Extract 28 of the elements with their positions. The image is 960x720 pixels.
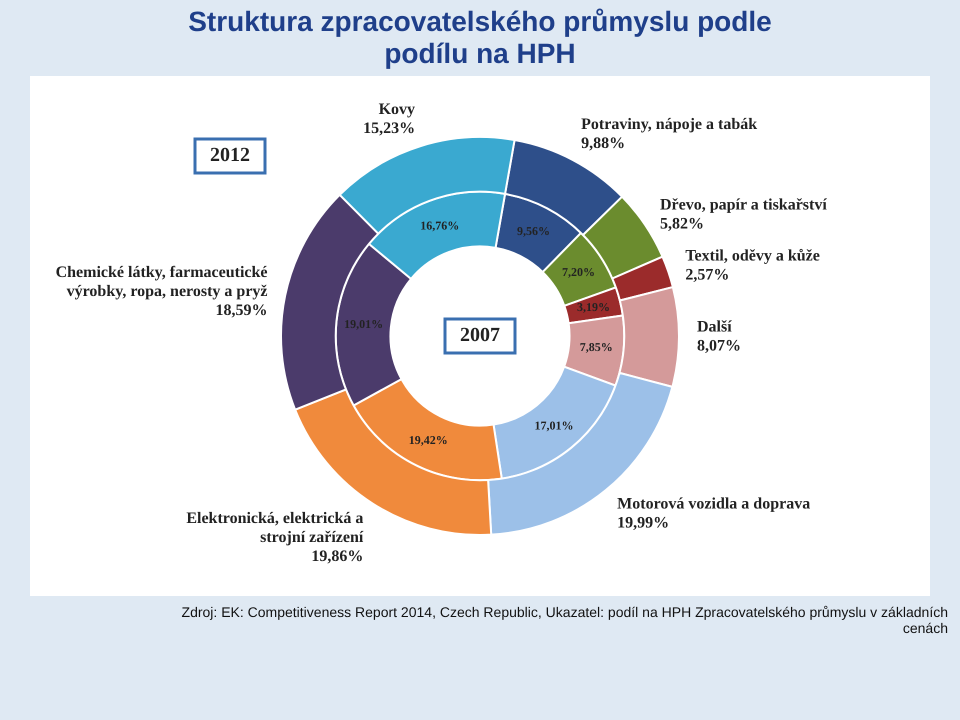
text: Zdroj: EK: Competitiveness Report 2014, Czech Republic, Ukazatel: podíl na HPH Zpracovatelského průmyslu v základních cenách (180, 603, 949, 636)
slice-label: Kovy (378, 101, 416, 118)
slice-label: Elektronická, elektrická a strojní zařízení (186, 510, 364, 546)
slice-label: Další (696, 318, 732, 336)
data-label: 19,86% (311, 548, 364, 566)
data-label: 19,01% (344, 317, 384, 331)
data-label: 9,56% (516, 224, 550, 238)
slice-label: Dřevo, papír a tiskařství (660, 196, 828, 214)
data-label: 7,20% (562, 265, 595, 280)
data-label: 15,23% (363, 120, 416, 138)
slice-label: Motorová vozidla a doprava (617, 495, 810, 512)
chart-title: Struktura zpracovatelského průmyslu podle podílu na HPH (187, 5, 773, 70)
data-label: 7,85% (580, 340, 613, 354)
data-label: 17,01% (534, 418, 574, 433)
data-label: 19,99% (617, 514, 670, 532)
data-label: 16,76% (420, 218, 460, 232)
slice-label: Textil, oděvy a kůže (685, 247, 820, 264)
data-label: 9,88% (581, 135, 626, 152)
slice-label: Chemické látky, farmaceutické výrobky, ropa, nerosty a pryž (56, 264, 268, 300)
slice-label: 2012 (210, 144, 250, 166)
data-label: 8,07% (696, 338, 741, 355)
data-label: 18,59% (216, 302, 268, 320)
data-label: 2,57% (685, 266, 730, 284)
slice-label: Potraviny, nápoje a tabák (581, 116, 758, 134)
data-label: 3,19% (576, 300, 610, 314)
slice-label: 2007 (460, 324, 500, 346)
data-label: 19,42% (408, 432, 448, 447)
data-label: 5,82% (660, 215, 704, 232)
